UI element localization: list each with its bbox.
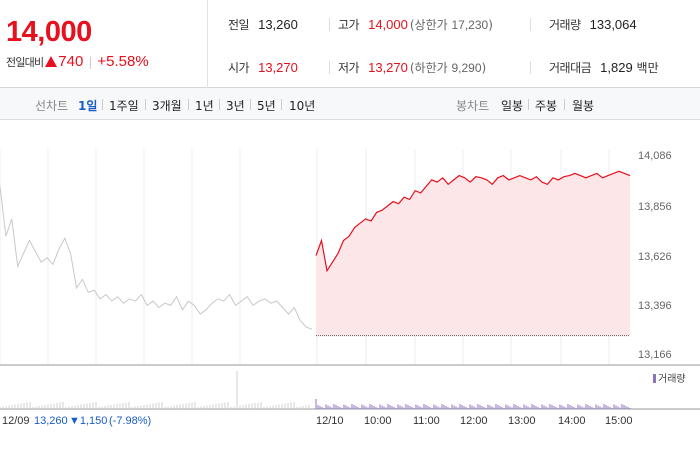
toolbar-divider: [281, 99, 282, 110]
candle-tab-weekly[interactable]: 주봉: [535, 99, 558, 113]
stat-open: 시가 13,270: [228, 59, 298, 76]
stat-volume: 거래량 133,064: [549, 16, 637, 33]
price-chart[interactable]: 14,086 13,856 13,626 13,396 13,166 거래량 1…: [0, 121, 700, 450]
stat-trade-value: 거래대금 1,829 백만: [549, 59, 659, 76]
period-tab-3y[interactable]: 3년: [226, 99, 245, 113]
line-chart-label: 선차트: [35, 99, 69, 113]
low-value: 13,270: [368, 60, 408, 75]
stat-divider: [329, 61, 330, 74]
upper-limit: (상한가 17,230): [409, 18, 493, 32]
change-percent: +5.58%: [97, 53, 149, 70]
current-price: 14,000: [6, 16, 92, 48]
period-tab-1w[interactable]: 1주일: [109, 99, 139, 113]
stat-divider: [530, 18, 531, 31]
candle-chart-label: 봉차트: [456, 99, 490, 113]
stat-prev-close: 전일 13,260: [228, 16, 298, 33]
period-tab-1y[interactable]: 1년: [195, 99, 214, 113]
x-tick-label: 11:00: [413, 415, 440, 427]
period-tab-1d[interactable]: 1일: [78, 99, 98, 113]
period-tab-3m[interactable]: 3개월: [152, 99, 182, 113]
toolbar-divider: [145, 99, 146, 110]
prev-day-price-line: [0, 186, 313, 330]
toolbar-divider: [250, 99, 251, 110]
trade-value: 1,829: [600, 60, 633, 75]
volume-legend-swatch: [653, 374, 656, 383]
candle-tab-monthly[interactable]: 월봉: [572, 99, 595, 113]
x-tick-label: 15:00: [605, 415, 633, 427]
toolbar-divider: [528, 99, 529, 110]
chart-canvas: [0, 149, 700, 410]
low-label: 저가: [338, 61, 360, 75]
volume-legend-label: 거래량: [658, 374, 686, 385]
prev-day-change-percent: (-7.98%): [109, 415, 152, 427]
volume-legend: 거래량: [653, 370, 686, 385]
chart-toolbar: 선차트 1일 1주일 3개월 1년 3년 5년 10년 봉차트 일봉 주봉 월봉: [0, 88, 700, 120]
volume-label: 거래량: [549, 18, 581, 32]
today-price-line: [315, 170, 631, 273]
trade-value-unit: 백만: [636, 61, 659, 75]
y-tick-label: 13,856: [638, 201, 672, 213]
candle-tab-daily[interactable]: 일봉: [501, 99, 524, 113]
prev-close-value: 13,260: [258, 17, 298, 32]
volume-value: 133,064: [589, 17, 637, 32]
x-tick-label: 14:00: [558, 415, 586, 427]
change-row: 전일대비 740 | +5.58%: [6, 53, 149, 70]
quote-summary: 14,000 전일대비 740 | +5.58% 전일 13,260 고가 14…: [0, 0, 700, 88]
y-tick-label: 13,626: [638, 251, 672, 263]
change-label: 전일대비: [6, 55, 44, 69]
prev-day-change: ▼1,150: [69, 415, 108, 427]
open-label: 시가: [228, 61, 250, 75]
lower-limit: (하한가 9,290): [409, 61, 487, 75]
y-tick-label: 13,166: [638, 349, 672, 361]
x-tick-label: 13:00: [508, 415, 536, 427]
toolbar-divider: [188, 99, 189, 110]
period-tab-10y[interactable]: 10년: [289, 99, 316, 113]
x-tick-label: 12:00: [460, 415, 488, 427]
period-tab-5y[interactable]: 5년: [257, 99, 276, 113]
toolbar-divider: [564, 99, 565, 110]
y-tick-label: 14,086: [638, 150, 672, 162]
toolbar-divider: [219, 99, 220, 110]
today-price-area: [316, 171, 630, 336]
lower-limit-label: 하한가: [414, 61, 448, 75]
stat-divider: [530, 61, 531, 74]
stat-low: 저가 13,270 (하한가 9,290): [338, 59, 486, 76]
high-value: 14,000: [368, 17, 408, 32]
change-separator: |: [88, 54, 93, 69]
stat-divider: [329, 18, 330, 31]
upper-limit-label: 상한가: [414, 18, 448, 32]
x-tick-label: 12/10: [316, 415, 344, 427]
lower-limit-value: 9,290: [451, 61, 482, 75]
up-triangle-icon: [45, 56, 58, 67]
prev-close-label: 전일: [228, 18, 250, 32]
change-value: 740: [58, 53, 84, 70]
y-tick-label: 13,396: [638, 300, 672, 312]
x-tick-label: 10:00: [364, 415, 392, 427]
open-value: 13,270: [258, 60, 298, 75]
upper-limit-value: 17,230: [451, 18, 489, 32]
prev-day-date: 12/09: [2, 415, 30, 427]
prev-day-close: 13,260: [34, 415, 68, 427]
high-label: 고가: [338, 18, 360, 32]
trade-value-label: 거래대금: [549, 61, 592, 75]
toolbar-divider: [102, 99, 103, 110]
stat-high: 고가 14,000 (상한가 17,230): [338, 16, 493, 33]
price-box: 14,000 전일대비 740 | +5.58%: [0, 0, 208, 88]
